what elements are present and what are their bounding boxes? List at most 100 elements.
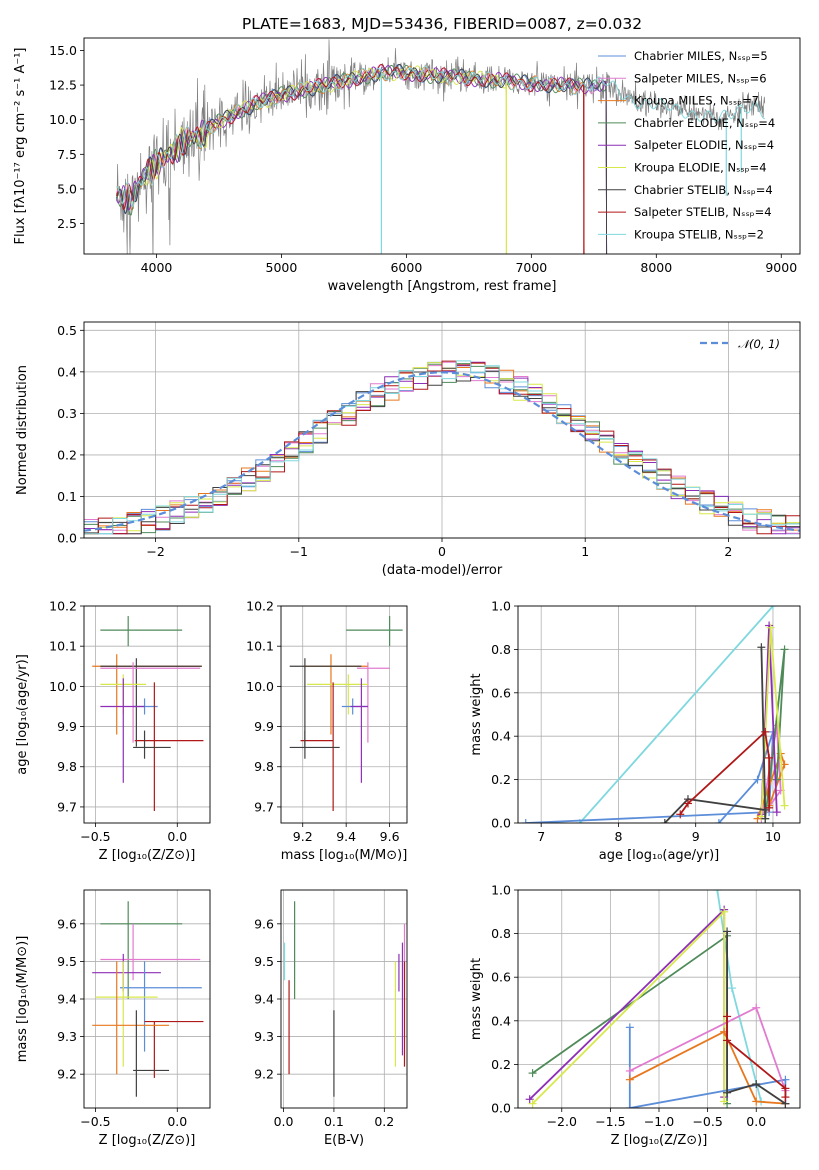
plus-marker: [780, 645, 789, 654]
plus-marker: [766, 623, 775, 632]
x-tick-label: 6000: [390, 260, 422, 275]
x-axis-label: Z [log₁₀(Z/Z⊙)]: [99, 848, 196, 863]
axes-frame: [517, 605, 801, 824]
plus-marker: [765, 753, 774, 762]
y-tick-label: 0.2: [491, 1057, 511, 1072]
x-tick-label: 9.4: [336, 829, 356, 844]
chart-title: PLATE=1683, MJD=53436, FIBERID=0087, z=0…: [242, 15, 642, 33]
plus-marker: [768, 606, 777, 610]
y-tick-label: 9.7: [57, 799, 77, 814]
plus-marker: [753, 814, 762, 823]
y-tick-label: 0.2: [57, 447, 77, 462]
x-tick-label: 2: [724, 544, 732, 559]
y-tick-label: 1.0: [491, 883, 511, 898]
y-tick-label: 10.2: [49, 599, 77, 614]
weight-line: [531, 909, 726, 1105]
x-tick-label: 9.2: [293, 829, 313, 844]
y-axis-label: Flux [fλ10⁻¹⁷ erg cm⁻² s⁻¹ A⁻¹]: [13, 48, 28, 245]
x-tick-label: 1: [581, 544, 589, 559]
y-tick-label: 0.8: [491, 926, 511, 941]
plus-marker: [683, 799, 692, 808]
x-tick-label: 0: [438, 544, 446, 559]
plus-marker: [781, 1093, 790, 1102]
legend-entry: Kroupa STELIB, Nₛₛₚ=2: [634, 227, 764, 241]
model-chabrier-elodie: [116, 64, 608, 254]
x-tick-label: −0.5: [692, 1114, 722, 1129]
y-tick-label: 9.2: [57, 1067, 77, 1082]
x-tick-label: −0.5: [80, 829, 110, 844]
model-kroupa-miles: [116, 65, 585, 254]
x-tick-label: 7: [537, 829, 545, 844]
axes-frame: [517, 889, 801, 1109]
weight-line: [629, 1030, 786, 1105]
plus-marker: [723, 927, 732, 936]
x-tick-label: 9.6: [380, 829, 400, 844]
panel-age-vs-Z: −0.5 0.0 9.7 9.8 9.9 10.0 10.1 10.2 Z [log₁₀(Z/Z…: [15, 599, 211, 863]
plus-marker: [676, 810, 685, 819]
y-tick-label: 12.5: [49, 78, 77, 93]
y-tick-label: 0.4: [57, 364, 77, 379]
y-tick-label: 0.4: [491, 1013, 511, 1028]
y-tick-label: 0.0: [491, 1101, 511, 1116]
y-tick-label: 7.5: [57, 147, 77, 162]
plot-area: [92, 901, 204, 1097]
y-tick-label: 10.0: [49, 112, 77, 127]
plus-marker: [765, 803, 774, 812]
x-tick-label: −1.5: [595, 1114, 625, 1129]
y-tick-label: 0.6: [491, 685, 511, 700]
plot-area: [116, 39, 766, 254]
plot-area: [525, 890, 790, 1108]
plot-area: [283, 901, 406, 1097]
plus-marker: [753, 775, 762, 784]
y-tick-label: 10.2: [246, 599, 274, 614]
plus-marker: [625, 1075, 634, 1084]
legend-entry: 𝒩(0, 1): [738, 337, 780, 351]
plus-marker: [714, 819, 723, 823]
plus-marker: [752, 1080, 761, 1089]
plus-marker: [761, 814, 770, 823]
panel-residuals: −2 −1 0 1 2 0.0 0.1 0.2 0.3 0.4 0.5 (data-model)/er…: [15, 321, 801, 578]
x-tick-label: −1: [290, 544, 308, 559]
model-salpeter-miles: [116, 64, 608, 254]
legend-entry: Salpeter ELODIE, Nₛₛₚ=4: [634, 138, 774, 152]
plus-marker: [720, 1097, 729, 1106]
y-tick-label: 9.6: [254, 916, 274, 931]
x-axis-label: Z [log₁₀(Z/Z⊙)]: [99, 1133, 196, 1148]
model-salpeter-stelib: [116, 63, 585, 254]
model-chabrier-stelib: [116, 64, 608, 254]
x-axis-label: mass [log₁₀(M/M⊙)]: [281, 848, 408, 863]
plus-marker: [765, 621, 774, 630]
y-tick-label: 0.0: [491, 816, 511, 831]
plus-marker: [761, 727, 770, 736]
model-kroupa-stelib: [116, 66, 766, 208]
y-tick-label: 9.3: [254, 1029, 274, 1044]
plot-area: [92, 616, 204, 811]
model-chabrier-miles: [116, 63, 608, 254]
plus-marker: [660, 819, 669, 823]
gaussian-curve: [84, 371, 800, 532]
y-tick-label: 9.5: [57, 954, 77, 969]
y-tick-label: 0.2: [491, 772, 511, 787]
y-tick-label: 9.7: [254, 799, 274, 814]
y-tick-label: 0.0: [57, 531, 77, 546]
x-tick-label: 0.0: [746, 1114, 766, 1129]
plus-marker: [772, 808, 781, 817]
x-tick-label: −0.5: [80, 1114, 110, 1129]
weight-line: [579, 606, 774, 823]
y-tick-label: 9.9: [254, 719, 274, 734]
x-tick-label: 0.2: [374, 1114, 394, 1129]
y-tick-label: 9.8: [254, 759, 274, 774]
y-tick-label: 10.1: [246, 639, 274, 654]
axes-frame: [83, 321, 801, 539]
plot-area: [521, 606, 789, 823]
panel-mass-vs-ebv: 0.0 0.1 0.2 9.2 9.3 9.4 9.5 9.6 E(B-V): [254, 889, 408, 1148]
weight-line: [664, 647, 767, 823]
plus-marker: [772, 775, 781, 784]
y-axis-label: mass [log₁₀(M/M⊙)]: [15, 936, 30, 1063]
x-tick-label: 9: [692, 829, 700, 844]
plus-marker: [625, 1066, 634, 1075]
y-tick-label: 10.1: [49, 639, 77, 654]
y-axis-label: Normed distribution: [15, 365, 30, 495]
y-axis-label: mass weight: [469, 958, 484, 1040]
